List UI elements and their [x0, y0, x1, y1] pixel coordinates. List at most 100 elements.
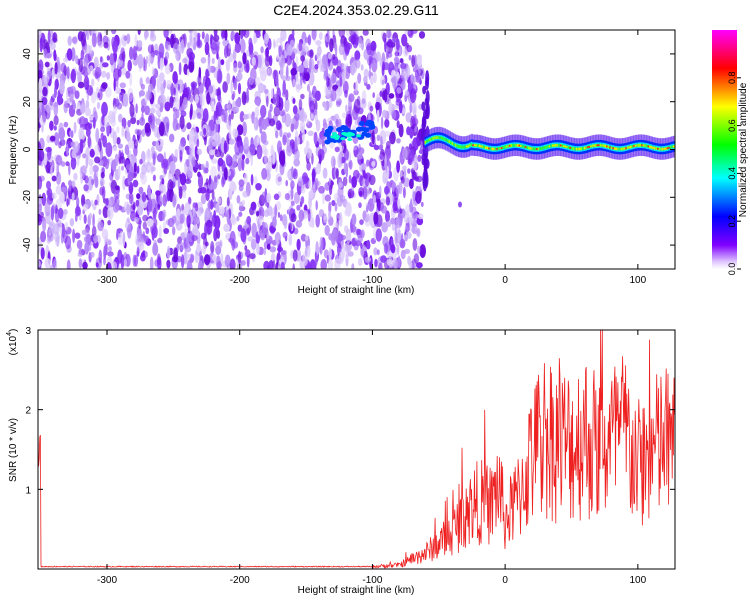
spectrogram-cell — [386, 258, 392, 266]
spectrogram-cell — [351, 238, 356, 247]
spectrogram-cell — [328, 210, 332, 220]
spectrogram-cell — [425, 76, 429, 91]
spectrogram-cell — [77, 71, 82, 84]
spectrogram-cell — [348, 174, 352, 184]
spectrogram-cell — [112, 261, 118, 269]
spectrogram-cell — [264, 54, 271, 67]
spectrogram-cell — [448, 140, 451, 144]
spectrogram-cell — [373, 144, 380, 151]
spectrogram-cell — [329, 38, 334, 53]
spectrogram-cell — [47, 187, 53, 200]
spectrogram-cell — [59, 192, 65, 204]
spectrogram-cell — [205, 178, 209, 186]
spectrogram-cell — [194, 93, 199, 104]
spectrogram-cell — [234, 42, 241, 54]
spectrogram-cell — [52, 102, 59, 108]
spectrogram-cell — [472, 144, 475, 147]
spectrogram-cell — [188, 51, 196, 61]
colorbar-tick-label: 0.8 — [727, 72, 737, 85]
spectrogram-cell — [272, 93, 280, 106]
x-tick-label: -100 — [362, 575, 382, 586]
spectrogram-cell — [660, 147, 663, 151]
spectrogram-cell — [74, 90, 80, 99]
spectrogram-cell — [384, 130, 391, 137]
spectrogram-cell — [66, 66, 70, 80]
spectrogram-cell — [132, 179, 139, 188]
spectrogram-cell — [421, 248, 425, 256]
spectrogram-cell — [76, 204, 80, 215]
spectrogram-cell — [218, 95, 222, 107]
spectrogram-cell — [122, 231, 126, 247]
spectrogram-cell — [274, 204, 278, 219]
spectrogram-cell — [264, 150, 268, 166]
spectrogram-cell — [242, 121, 247, 137]
spectrogram-cell — [405, 204, 410, 217]
spectrogram-cell — [164, 51, 170, 60]
spectrogram-cell — [467, 144, 470, 148]
spectrogram-cell — [41, 111, 47, 126]
spectrogram-cell — [212, 254, 217, 262]
spectrogram-cell — [358, 121, 365, 126]
colorbar-gradient — [712, 30, 737, 269]
spectrogram-cell — [95, 128, 100, 143]
spectrogram-cell — [233, 62, 238, 73]
spectrogram-cell — [344, 89, 348, 98]
spectrogram-cell — [88, 158, 94, 167]
spectrogram-cell — [598, 144, 601, 147]
spectrogram-cell — [247, 236, 254, 242]
spectrogram-cell — [397, 255, 401, 269]
spectrogram-cell — [38, 89, 43, 103]
spectrogram-cell — [137, 40, 143, 48]
spectrogram-cell — [126, 131, 131, 142]
spectrogram-cell — [46, 135, 51, 144]
spectrogram-cell — [152, 225, 158, 239]
spectrogram-cell — [167, 179, 174, 194]
spectrogram-cell — [313, 131, 318, 145]
spectrogram-cell — [133, 254, 139, 267]
spectrogram-cell — [379, 185, 382, 197]
spectrogram-cell — [223, 167, 228, 181]
spectrogram-cell — [366, 83, 371, 90]
spectrogram-cell — [555, 144, 558, 147]
spectrogram-cell — [284, 113, 291, 128]
spectrogram-cell — [226, 209, 230, 225]
spectrogram-cell — [145, 149, 152, 162]
spectrogram-cell — [63, 121, 69, 128]
spectrogram-cell — [411, 101, 417, 115]
spectrogram-cell — [417, 245, 421, 254]
spectrogram-cell — [198, 260, 203, 269]
spectrogram-cell — [330, 89, 337, 102]
spectrogram-cell — [286, 54, 292, 66]
spectrogram-cell — [230, 110, 234, 120]
spectrogram-cell — [195, 145, 198, 159]
spectrogram-cell — [48, 227, 52, 237]
spectrogram-cell — [337, 86, 343, 97]
spectrogram-cell — [246, 254, 250, 268]
spectrogram-cell — [138, 241, 145, 251]
y-tick-label: 0 — [22, 146, 33, 152]
spectrogram-cell — [331, 53, 336, 60]
spectrogram-cell — [196, 243, 202, 254]
x-tick-label: -100 — [362, 275, 382, 286]
spectrogram-cell — [359, 219, 364, 226]
spectrogram-cell — [196, 112, 202, 119]
spectrogram-cell — [133, 162, 137, 173]
spectrogram-cell — [242, 52, 247, 65]
spectrogram-cell — [323, 72, 328, 81]
spectrogram-cell — [633, 145, 636, 147]
spectrogram-cell — [411, 117, 419, 127]
spectrogram-cell — [351, 263, 355, 269]
spectrogram-cell — [229, 258, 236, 269]
spectrogram-cell — [411, 54, 415, 68]
spectrogram-cell — [118, 113, 123, 123]
spectrogram-cell — [243, 136, 249, 150]
spectrogram-cell — [72, 102, 77, 110]
spectrogram-cell — [159, 102, 164, 113]
spectrogram-cell — [156, 253, 161, 266]
spectrogram-cell — [521, 144, 525, 148]
spectrogram-cell — [277, 176, 282, 182]
spectrogram-cell — [388, 93, 395, 99]
spectrogram-cell — [338, 43, 345, 56]
spectrogram-cell — [483, 145, 486, 149]
spectrogram-cell — [485, 146, 488, 149]
